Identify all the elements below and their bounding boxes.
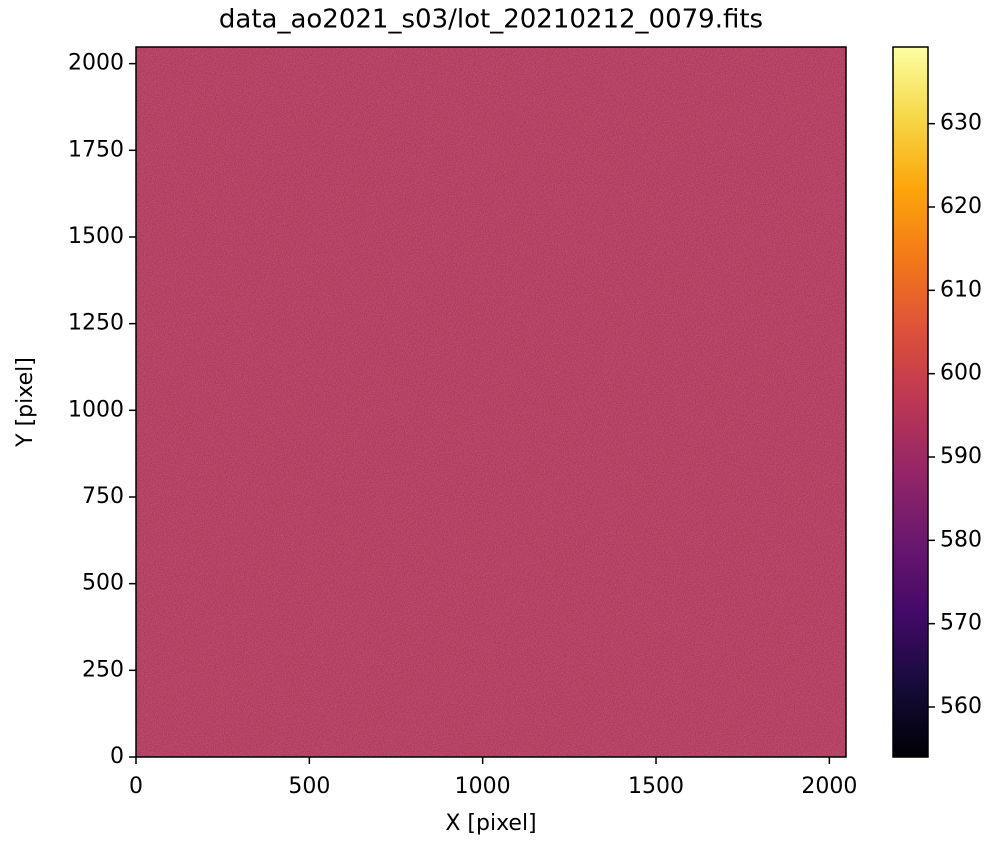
colorbar-tick-label: 610 xyxy=(940,277,982,302)
y-tick-label: 1000 xyxy=(68,397,124,422)
x-tick-label: 500 xyxy=(288,774,330,799)
y-tick-label: 250 xyxy=(82,657,124,682)
y-tick-label: 500 xyxy=(82,571,124,596)
y-tick-label: 2000 xyxy=(68,51,124,76)
y-tick-label: 1500 xyxy=(68,224,124,249)
x-axis-label: X [pixel] xyxy=(445,811,536,836)
colorbar-tick-label: 600 xyxy=(940,361,982,386)
y-tick-label: 1250 xyxy=(68,311,124,336)
colorbar-tick-label: 570 xyxy=(940,611,982,636)
colorbar-tick-label: 560 xyxy=(940,694,982,719)
colorbar-tick-label: 620 xyxy=(940,194,982,219)
x-tick-label: 0 xyxy=(129,774,143,799)
y-tick-label: 750 xyxy=(82,484,124,509)
chart-title: data_ao2021_s03/lot_20210212_0079.fits xyxy=(219,5,763,35)
x-tick-label: 1500 xyxy=(628,774,684,799)
image-noise xyxy=(136,47,846,757)
colorbar xyxy=(893,47,928,757)
colorbar-tick-label: 630 xyxy=(940,111,982,136)
chart: data_ao2021_s03/lot_20210212_0079.fits X… xyxy=(0,0,1001,841)
y-axis-label: Y [pixel] xyxy=(13,357,38,448)
y-tick-label: 1750 xyxy=(68,137,124,162)
colorbar-tick-label: 590 xyxy=(940,444,982,469)
colorbar-tick-label: 580 xyxy=(940,527,982,552)
y-tick-label: 0 xyxy=(110,744,124,769)
x-tick-label: 2000 xyxy=(801,774,857,799)
x-tick-label: 1000 xyxy=(455,774,511,799)
